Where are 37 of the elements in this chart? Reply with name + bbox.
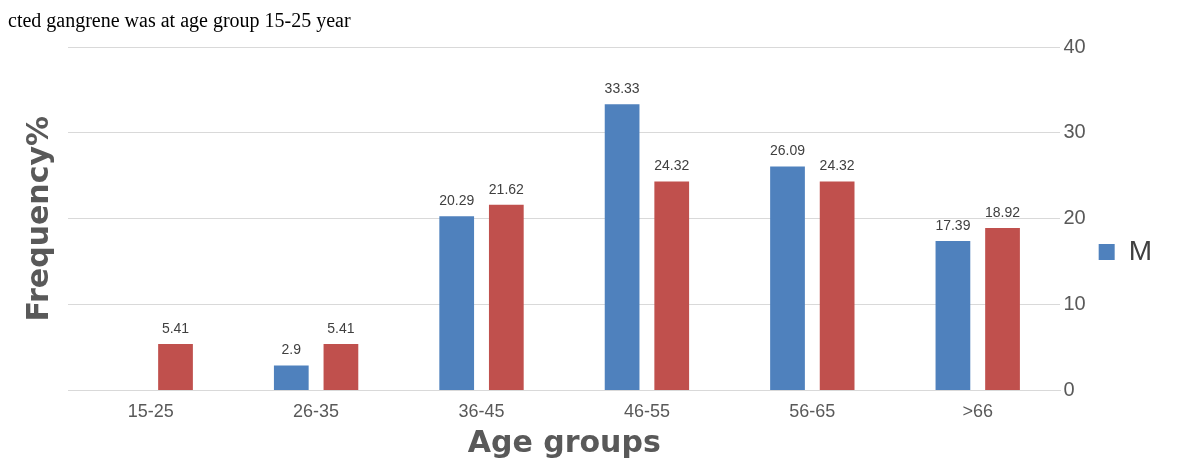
x-tick-label: 36-45	[458, 401, 505, 422]
y-tick-label: 40	[1063, 34, 1086, 57]
x-tick-label: 15-25	[127, 401, 174, 422]
data-label: 21.62	[488, 180, 525, 197]
x-tick-label: >66	[962, 401, 993, 422]
data-label: 17.39	[935, 216, 971, 233]
y-tick-label: 10	[1063, 292, 1086, 315]
legend-label: M	[1128, 234, 1152, 266]
bar	[985, 227, 1020, 390]
y-tick-label: 20	[1063, 206, 1086, 229]
bar	[935, 241, 971, 390]
bar	[604, 104, 640, 390]
data-label: 26.09	[769, 142, 806, 159]
bar	[158, 343, 193, 390]
data-label: 20.29	[439, 192, 475, 209]
data-label: 5.41	[161, 319, 190, 336]
x-tick-label: 56-65	[789, 401, 836, 422]
y-tick-label: 0	[1063, 377, 1075, 400]
x-tick-label: 46-55	[623, 401, 670, 422]
data-label: 18.92	[985, 203, 1021, 220]
bar	[654, 181, 690, 390]
x-tick-label: 26-35	[293, 401, 340, 422]
text: cted gangrene was at age group 15-25 year	[8, 8, 352, 32]
bar	[488, 204, 524, 390]
bar	[819, 181, 855, 390]
data-label: 33.33	[604, 80, 640, 97]
y-axis-title: Frequency%	[19, 115, 55, 322]
data-label: 24.32	[819, 157, 855, 174]
bar	[770, 166, 805, 390]
data-label: 5.41	[327, 319, 355, 336]
bar	[439, 216, 475, 390]
data-label: 24.32	[654, 157, 690, 174]
y-tick-label: 30	[1063, 120, 1086, 143]
bar	[273, 365, 309, 390]
data-label: 2.9	[281, 341, 302, 358]
x-axis-title: Age groups	[467, 423, 661, 459]
bar	[323, 343, 359, 390]
